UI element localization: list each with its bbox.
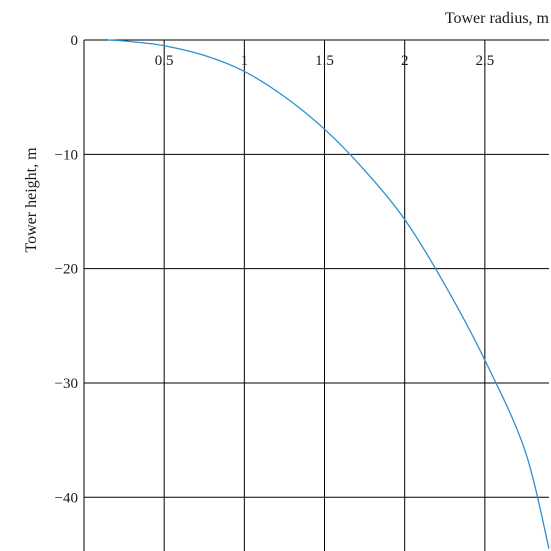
series-line-0 [108, 39, 550, 549]
axes [83, 39, 549, 551]
grid [84, 40, 549, 551]
x-tick-label: 0.5 [155, 53, 174, 69]
tick-labels: 0.5 1 1.5 2 2.5 0 −10 −20 −30 −40 [55, 33, 495, 506]
x-tick-label: 1.5 [315, 53, 334, 69]
y-axis-label: Tower height, m [23, 147, 40, 253]
y-tick-label: −40 [55, 490, 78, 506]
x-tick-label: 1 [241, 53, 249, 69]
y-tick-label: −10 [55, 147, 78, 163]
series-layer [108, 39, 550, 549]
x-tick-label: 2 [401, 53, 409, 69]
y-tick-label: −30 [55, 376, 78, 392]
y-tick-label: −20 [55, 262, 78, 278]
x-tick-label: 2.5 [475, 53, 494, 69]
x-axis-label: Tower radius, m [445, 10, 550, 27]
y-tick-label: 0 [71, 33, 79, 49]
